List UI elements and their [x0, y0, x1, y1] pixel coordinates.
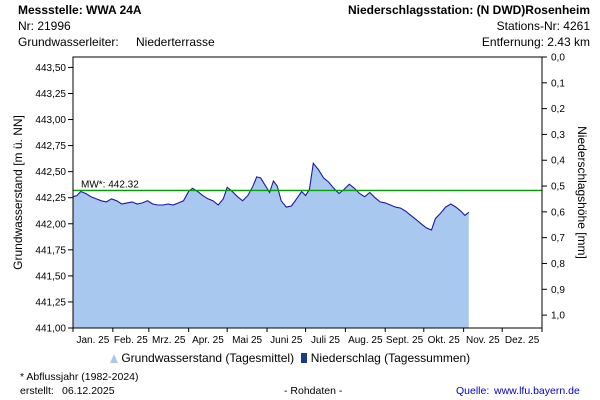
y-tick-label: 441,75 [35, 245, 66, 256]
station-number: Nr: 21996 [18, 19, 71, 33]
legend-groundwater-swatch-icon [110, 354, 118, 363]
y-tick-label: 442,00 [35, 219, 66, 230]
created-label: erstellt: [20, 385, 54, 397]
x-tick-label: Apr. 25 [192, 335, 224, 346]
station-label: Messstelle: WWA 24A [18, 3, 142, 17]
source-link[interactable]: www.lfu.bayern.de [494, 385, 580, 397]
legend-precip-label: Niederschlag (Tagessummen) [310, 351, 471, 365]
x-tick-label: Jan. 25 [77, 335, 110, 346]
legend-precip-swatch-icon [301, 353, 308, 363]
x-tick-label: Mai 25 [232, 335, 262, 346]
footnote: * Abflussjahr (1982-2024) [20, 371, 139, 383]
y-tick-label: 443,50 [35, 63, 66, 74]
y2-tick-label: 0,2 [551, 104, 565, 115]
legend: Grundwasserstand (Tagesmittel) Niedersch… [110, 351, 470, 365]
y2-tick-label: 0,5 [551, 182, 565, 193]
x-tick-label: Nov. 25 [466, 335, 500, 346]
groundwater-area [73, 163, 469, 328]
x-tick-label: Dez. 25 [505, 335, 540, 346]
x-tick-label: Feb. 25 [114, 335, 148, 346]
y-tick-label: 442,75 [35, 141, 66, 152]
x-tick-label: Okt. 25 [428, 335, 461, 346]
legend-groundwater-label: Grundwasserstand (Tagesmittel) [121, 351, 295, 365]
precip-station-number: Stations-Nr: 4261 [496, 19, 590, 33]
y2-tick-label: 0,9 [551, 285, 565, 296]
groundwater-line [72, 161, 470, 231]
y2-tick-label: 0,3 [551, 130, 565, 141]
aquifer-label: Grundwasserleiter: [18, 35, 119, 49]
y2-tick-label: 0,6 [551, 207, 565, 218]
plot-frame [72, 56, 543, 329]
y-tick-label: 443,00 [35, 115, 66, 126]
y2-tick-label: 0,7 [551, 233, 565, 244]
raw-data-note: - Rohdaten - [284, 385, 343, 397]
y-tick-label: 443,25 [35, 89, 66, 100]
x-tick-label: Mrz. 25 [152, 335, 186, 346]
y-tick-label: 442,50 [35, 167, 66, 178]
y-tick-label: 442,25 [35, 193, 66, 204]
aquifer-value: Niederterrasse [136, 35, 215, 49]
x-tick-label: Juli 25 [311, 335, 340, 346]
y-tick-label: 441,00 [35, 324, 66, 335]
y-tick-label: 441,25 [35, 297, 66, 308]
y2-tick-label: 1,0 [551, 311, 565, 322]
x-tick-label: Sept. 25 [386, 335, 424, 346]
x-tick-label: Aug. 25 [348, 335, 383, 346]
y-axis-title: Grundwasserstand [m ü. NN] [11, 115, 25, 270]
y-tick-label: 441,50 [35, 271, 66, 282]
precip-station-label: Niederschlagsstation: (N DWD)Rosenheim [347, 3, 590, 17]
y2-axis-title: Niederschlagshöhe [mm] [575, 126, 589, 259]
mean-label: MW*: 442.32 [81, 179, 139, 190]
precip-station-distance: Entfernung: 2.43 km [481, 35, 590, 49]
source-label: Quelle: [456, 385, 490, 397]
y2-tick-label: 0,4 [551, 156, 565, 167]
y2-tick-label: 0,0 [551, 53, 565, 64]
created-date: 06.12.2025 [62, 385, 115, 397]
x-tick-label: Juni 25 [270, 335, 303, 346]
y2-tick-label: 0,8 [551, 259, 565, 270]
y2-tick-label: 0,1 [551, 78, 565, 89]
